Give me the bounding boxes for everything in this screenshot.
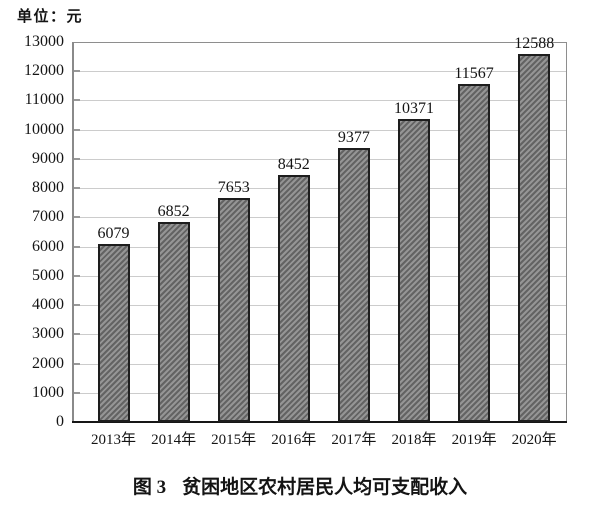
bar-2015年 [217,198,250,422]
bar-2017年 [337,147,370,422]
y-axis-tick-label: 11000 [24,91,64,109]
bar-value-label: 6079 [97,225,130,243]
x-axis-tick-label: 2020年 [511,432,557,448]
y-axis-tick [74,157,80,160]
x-axis-tick-label: 2017年 [331,432,377,448]
gridline [74,217,566,219]
bar-2019年 [458,83,491,422]
bar-2018年 [398,118,430,422]
x-axis-tick-label: 2014年 [151,432,197,448]
y-axis-tick-label: 5000 [32,266,64,284]
x-axis-tick-label: 2019年 [451,432,497,448]
x-axis-tick-label: 2016年 [271,432,317,448]
bar-2016年 [277,174,310,422]
gridline [74,71,566,73]
gridline [74,275,566,277]
y-axis-tick [74,304,80,307]
bar-2014年 [157,221,190,422]
bar-value-label: 7653 [217,179,250,197]
y-axis-line [72,42,74,423]
bar-value-label: 10371 [394,99,434,117]
unit-label: 单位：元 [17,9,84,25]
gridline [74,363,566,365]
bar-value-label: 9377 [337,128,370,146]
gridline [74,129,566,131]
y-axis-tick [74,245,80,248]
gridline [74,158,566,160]
y-axis-tick-label: 10000 [24,120,64,138]
y-axis-tick [74,128,80,131]
x-axis-tick-label: 2018年 [391,432,437,448]
x-axis-tick-label: 2013年 [90,432,136,448]
bar-value-label: 12588 [514,35,555,53]
gridline [74,305,566,307]
y-axis-tick [74,99,80,102]
y-axis-tick [74,187,80,190]
y-axis-tick [74,391,80,394]
y-axis-tick [74,333,80,336]
figure-title: 贫困地区农村居民人均可支配收入 [182,477,468,498]
y-axis-tick [74,274,80,277]
bar-2020年 [518,54,551,422]
y-axis-tick-label: 4000 [32,296,64,314]
gridline [74,100,566,102]
gridline [74,334,566,336]
y-axis-tick [74,216,80,219]
y-axis-tick-label: 9000 [32,149,64,167]
y-axis-tick-label: 6000 [32,237,64,255]
y-axis-tick-label: 8000 [32,179,64,197]
plot-border-top [73,42,567,43]
figure-number-label: 图 3 [132,477,167,498]
bar-value-label: 8452 [277,155,310,173]
figure-caption: 图 3 贫困地区农村居民人均可支配收入 [0,472,600,499]
bar-value-label: 11567 [454,64,494,82]
x-axis-tick-label: 2015年 [211,432,257,448]
x-axis-line [72,421,567,423]
y-axis-tick-label: 2000 [32,354,64,372]
plot-border-right [566,42,567,423]
y-axis-tick-label: 0 [56,413,64,430]
y-axis-tick-label: 12000 [24,62,64,80]
bar-2013年 [97,244,130,422]
y-axis-tick-label: 1000 [32,383,64,401]
y-axis-tick-label: 7000 [32,208,64,226]
y-axis-tick-label: 13000 [24,33,64,50]
bar-value-label: 6852 [157,202,190,220]
gridline [74,392,566,394]
gridline [74,188,566,190]
gridline [74,246,566,248]
y-axis-tick [74,362,80,365]
y-axis-tick-label: 3000 [32,325,64,343]
y-axis-tick [74,70,80,73]
